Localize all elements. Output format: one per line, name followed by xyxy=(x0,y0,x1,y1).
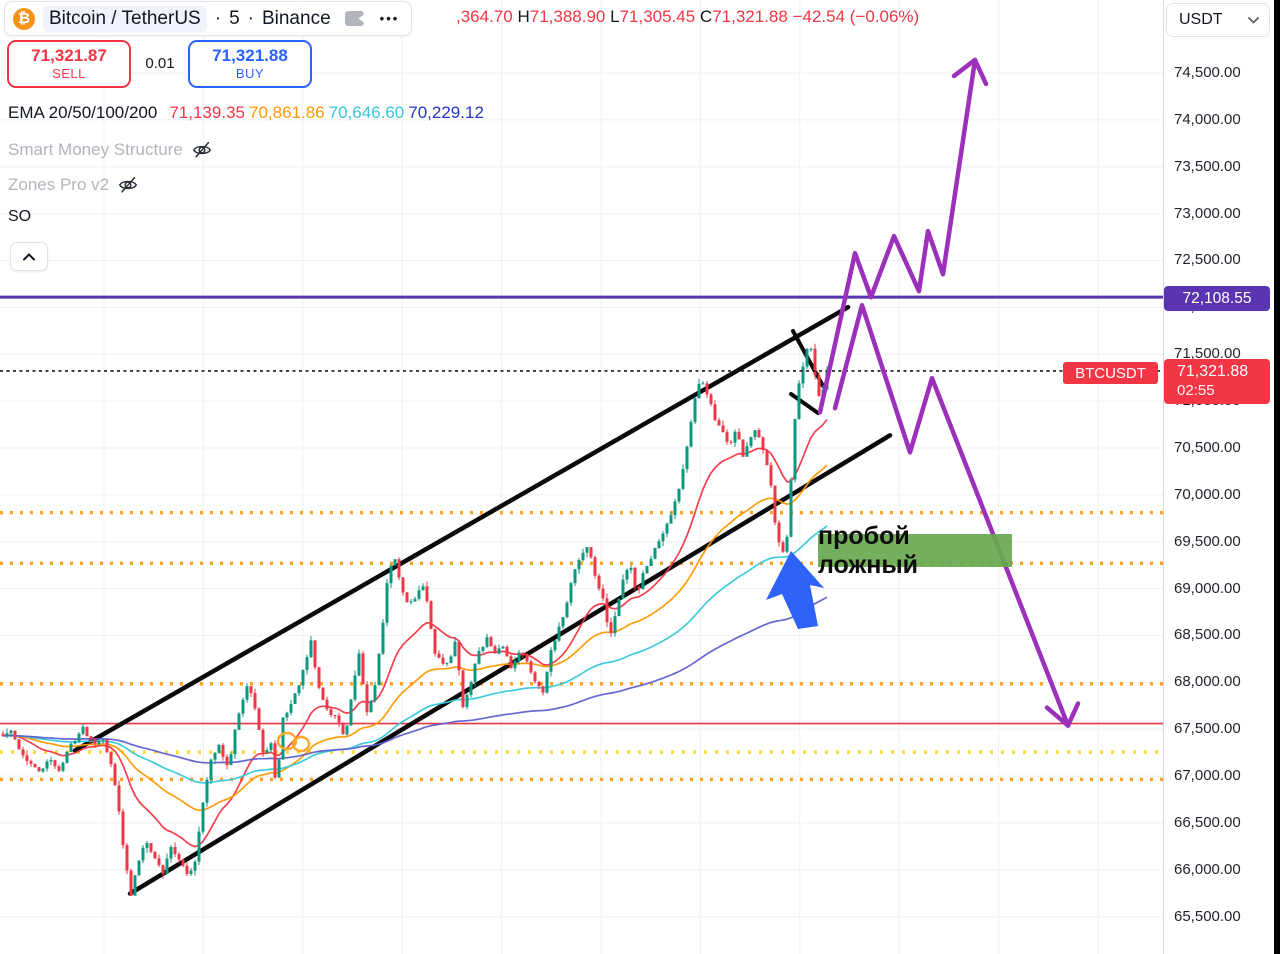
ema-value: 70,229.12 xyxy=(408,103,484,122)
indicator-smart-money-structure[interactable]: Smart Money Structure xyxy=(8,139,213,161)
low-label: L xyxy=(605,7,620,26)
currency-label: USDT xyxy=(1179,11,1223,28)
sell-button[interactable]: 71,321.87 SELL xyxy=(7,40,131,88)
candles xyxy=(1,343,829,896)
close-value: 71,321.88 xyxy=(712,7,788,26)
indicator-label: Smart Money Structure xyxy=(8,140,183,159)
exchange-name: Binance xyxy=(261,7,331,29)
scenario-drawings[interactable] xyxy=(817,57,1081,728)
axis-price-label: 73,000.00 xyxy=(1174,204,1241,222)
axis-price-label: 69,500.00 xyxy=(1174,532,1241,550)
symbol-name[interactable]: Bitcoin / TetherUS xyxy=(43,5,207,32)
price-axis[interactable]: 74,500.00 74,000.00 73,500.00 73,000.00 72,5… xyxy=(1163,0,1274,954)
last-price-tag: 71,321.88 02:55 xyxy=(1164,359,1270,404)
bar-countdown: 02:55 xyxy=(1177,382,1215,399)
more-options-icon[interactable]: ••• xyxy=(379,11,400,26)
axis-price-label: 70,500.00 xyxy=(1174,438,1241,456)
axis-price-label: 73,500.00 xyxy=(1174,157,1241,175)
axis-price-label: 72,500.00 xyxy=(1174,251,1241,269)
ema-legend[interactable]: EMA 20/50/100/200 71,139.35 70,861.86 70,6… xyxy=(8,103,484,123)
axis-price-label: 65,500.00 xyxy=(1174,907,1241,925)
buy-label: BUY xyxy=(235,66,265,82)
interval-button[interactable]: 5 xyxy=(229,7,240,29)
price-levels[interactable] xyxy=(0,510,1163,782)
low-value: 71,305.45 xyxy=(619,7,696,26)
symbol-separator: · xyxy=(214,7,222,29)
symbol-separator2: · xyxy=(247,7,254,29)
axis-price-label: 66,000.00 xyxy=(1174,860,1241,878)
last-price-value: 71,321.88 xyxy=(1177,363,1249,380)
spread-value: 0.01 xyxy=(145,55,175,72)
currency-dropdown[interactable]: USDT xyxy=(1166,3,1270,37)
close-label: C xyxy=(695,7,713,26)
axis-price-label: 71,500.00 xyxy=(1174,345,1241,363)
ema-values: 71,139.35 70,861.86 70,646.60 70,229.12 xyxy=(165,103,484,123)
axis-price-label: 68,500.00 xyxy=(1174,626,1241,644)
chevron-down-icon xyxy=(1248,16,1259,24)
ohlc-readout: ,364.70 H71,388.90 L71,305.45 C71,321.88… xyxy=(456,7,919,27)
change-value: −42.54 (−0.06%) xyxy=(787,7,920,26)
false-breakout-annotation[interactable]: пробой ложный xyxy=(818,522,1012,579)
axis-price-label: 67,000.00 xyxy=(1174,767,1241,785)
eye-off-icon[interactable] xyxy=(191,139,213,161)
ema-value: 70,861.86 xyxy=(248,103,325,122)
ema-label: EMA 20/50/100/200 xyxy=(8,103,158,122)
trend-channel[interactable] xyxy=(72,304,893,896)
axis-price-label: 69,000.00 xyxy=(1174,579,1241,597)
high-value: 71,388.90 xyxy=(529,7,606,26)
symbol-toolbar[interactable]: ₿ Bitcoin / TetherUS · 5 · Binance ••• xyxy=(4,1,413,36)
blue-up-arrow[interactable] xyxy=(766,551,824,629)
axis-price-label: 70,000.00 xyxy=(1174,485,1241,503)
axis-price-label: 74,500.00 xyxy=(1174,64,1241,81)
ema-value: 71,139.35 xyxy=(169,103,245,122)
open-value: ,364.70 xyxy=(456,7,513,26)
indicator-zones-pro[interactable]: Zones Pro v2 xyxy=(8,174,139,196)
symbol-price-tag: BTCUSDT xyxy=(1063,362,1158,384)
indicator-so[interactable]: SO xyxy=(8,208,32,225)
purple-level-price-tag: 72,108.55 xyxy=(1164,286,1270,311)
orange-circle-marks[interactable] xyxy=(276,731,311,753)
sell-label: SELL xyxy=(52,66,86,82)
right-edge-strip xyxy=(1274,0,1280,954)
high-label: H xyxy=(512,7,530,26)
indicator-label: Zones Pro v2 xyxy=(8,175,110,194)
bearish-scenario-arrow xyxy=(832,302,1071,728)
ema-lines xyxy=(2,418,828,848)
axis-price-label: 67,500.00 xyxy=(1174,720,1241,738)
ema-value: 70,646.60 xyxy=(328,103,405,122)
eye-off-icon[interactable] xyxy=(117,174,139,196)
axis-price-label: 66,500.00 xyxy=(1174,813,1241,831)
buy-price: 71,321.88 xyxy=(212,46,288,65)
axis-price-label: 68,000.00 xyxy=(1174,673,1241,691)
collapse-legend-button[interactable] xyxy=(10,242,48,271)
bullish-scenario-arrow xyxy=(817,57,978,415)
sell-price: 71,321.87 xyxy=(31,46,107,65)
axis-price-label: 74,000.00 xyxy=(1174,110,1241,128)
buy-button[interactable]: 71,321.88 BUY xyxy=(188,40,312,88)
chevron-up-icon xyxy=(23,252,35,260)
flag-icon[interactable] xyxy=(344,11,364,26)
bitcoin-icon: ₿ xyxy=(13,7,35,30)
